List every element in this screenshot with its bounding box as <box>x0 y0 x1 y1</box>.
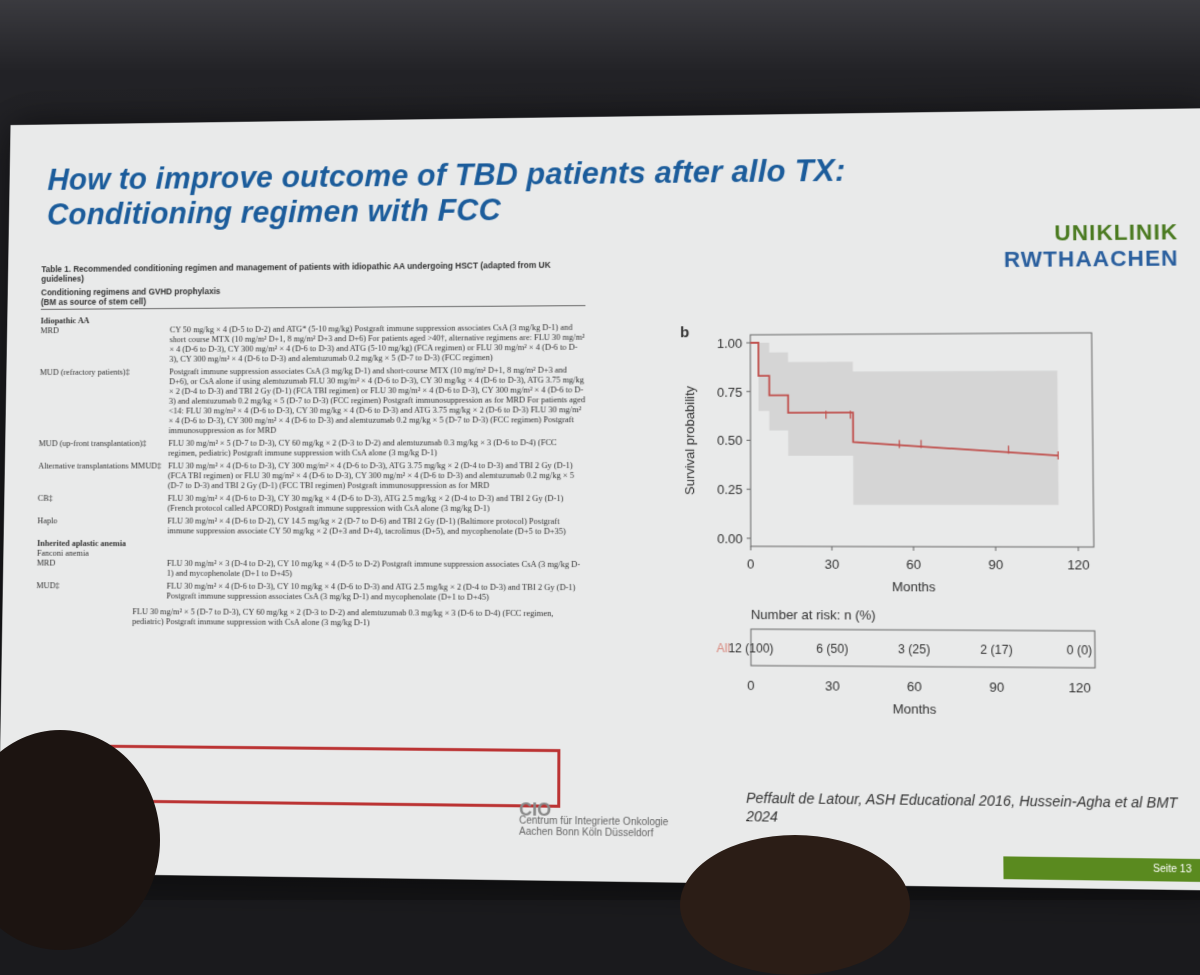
table-row-label: MUD‡ <box>36 580 166 600</box>
risk-table-value: 6 (50) <box>816 642 848 656</box>
table-row: Alternative transplantations MMUD‡FLU 30… <box>38 460 585 490</box>
table-row-text: FLU 30 mg/m² × 4 (D-6 to D-3), CY 30 mg/… <box>167 493 585 513</box>
risk-x-tick-label: 90 <box>989 679 1004 695</box>
table-row-label: MUD (up-front transplantation)‡ <box>38 438 168 458</box>
confidence-band <box>750 341 1058 505</box>
risk-table-title: Number at risk: n (%) <box>751 607 876 623</box>
table-row-label: MRD <box>40 325 170 365</box>
y-tick-label: 0.50 <box>717 433 742 448</box>
page-number: Seite 13 <box>1003 856 1200 882</box>
risk-table-value: 12 (100) <box>728 642 773 656</box>
cio-line-2: Aachen Bonn Köln Düsseldorf <box>519 827 668 840</box>
slide-title: How to improve outcome of TBD patients a… <box>47 153 846 232</box>
highlight-box <box>96 745 561 808</box>
table-row: MUD (up-front transplantation)‡FLU 30 mg… <box>38 437 585 458</box>
table-row-label: Haplo <box>37 516 167 536</box>
table-row: CB‡FLU 30 mg/m² × 4 (D-6 to D-3), CY 30 … <box>38 493 585 513</box>
table-row-label: CB‡ <box>38 493 168 513</box>
x-tick-label: 0 <box>747 556 754 571</box>
logo-line-1: UNIKLINIK <box>1004 219 1179 247</box>
y-tick-label: 1.00 <box>717 336 742 351</box>
y-tick-label: 0.00 <box>717 531 743 546</box>
table-row: MUD‡FLU 30 mg/m² × 4 (D-6 to D-3), CY 10… <box>36 580 585 602</box>
cio-logo: CIO Centrum für Integrierte Onkologie Aa… <box>519 804 668 839</box>
table-caption: Table 1. Recommended conditioning regime… <box>41 260 585 284</box>
risk-table-value: 3 (25) <box>898 643 930 657</box>
y-tick-label: 0.75 <box>717 384 742 399</box>
risk-x-tick-label: 0 <box>747 678 754 694</box>
table-row-text: FLU 30 mg/m² × 4 (D-6 to D-3), CY 300 mg… <box>168 460 585 490</box>
projection-screen: How to improve outcome of TBD patients a… <box>8 100 1200 892</box>
slide: How to improve outcome of TBD patients a… <box>0 108 1200 890</box>
risk-x-tick-label: 120 <box>1068 680 1091 696</box>
table-row-text: FLU 30 mg/m² × 5 (D-7 to D-3), CY 60 mg/… <box>168 437 585 457</box>
highlight-row-text: FLU 30 mg/m² × 5 (D-7 to D-3), CY 60 mg/… <box>132 606 585 628</box>
table-row: MUD (refractory patients)‡Postgraft immu… <box>39 365 586 436</box>
y-axis-label: Survival probability <box>682 385 697 495</box>
kaplan-meier-chart: b 0.00 0.25 0.50 0.75 1.00 0 30 60 90 120 Months Sur… <box>680 320 1132 749</box>
table-row-text: FLU 30 mg/m² × 4 (D-6 to D-3), CY 10 mg/… <box>166 581 584 602</box>
table-row-text: CY 50 mg/kg × 4 (D-5 to D-2) and ATG* (5… <box>169 322 585 364</box>
risk-x-axis-label: Months <box>893 701 937 717</box>
risk-table-value: 0 (0) <box>1066 644 1092 658</box>
logo-line-2: RWTHAACHEN <box>1004 245 1179 273</box>
table-row-label: MRD <box>37 558 167 578</box>
x-tick-label: 120 <box>1067 557 1090 573</box>
table-header: Conditioning regimens and GVHD prophylax… <box>41 283 586 310</box>
conditioning-table: Table 1. Recommended conditioning regime… <box>36 260 586 629</box>
panel-label: b <box>680 325 689 341</box>
x-tick-label: 30 <box>825 556 840 571</box>
risk-table-value: 2 (17) <box>980 643 1013 657</box>
x-tick-label: 60 <box>906 557 921 573</box>
table-row-text: FLU 30 mg/m² × 3 (D-4 to D-2), CY 10 mg/… <box>167 558 585 579</box>
risk-x-tick-label: 30 <box>825 678 840 694</box>
y-tick-label: 0.25 <box>717 482 743 497</box>
table-row-text: FLU 30 mg/m² × 4 (D-6 to D-2), CY 14.5 m… <box>167 516 585 536</box>
audience-head-right <box>680 835 910 975</box>
uniklinik-logo: UNIKLINIK RWTHAACHEN <box>1004 219 1179 273</box>
risk-x-tick-label: 60 <box>907 679 922 695</box>
table-row-text: Postgraft immune suppression associates … <box>168 365 585 436</box>
x-axis-label: Months <box>892 579 936 595</box>
table-row-label: MUD (refractory patients)‡ <box>39 367 170 436</box>
citation: Peffault de Latour, ASH Educational 2016… <box>746 789 1191 831</box>
table-row-label: Alternative transplantations MMUD‡ <box>38 461 168 490</box>
x-tick-label: 90 <box>988 557 1003 573</box>
section-inherited: Inherited aplastic anemia <box>37 538 585 549</box>
